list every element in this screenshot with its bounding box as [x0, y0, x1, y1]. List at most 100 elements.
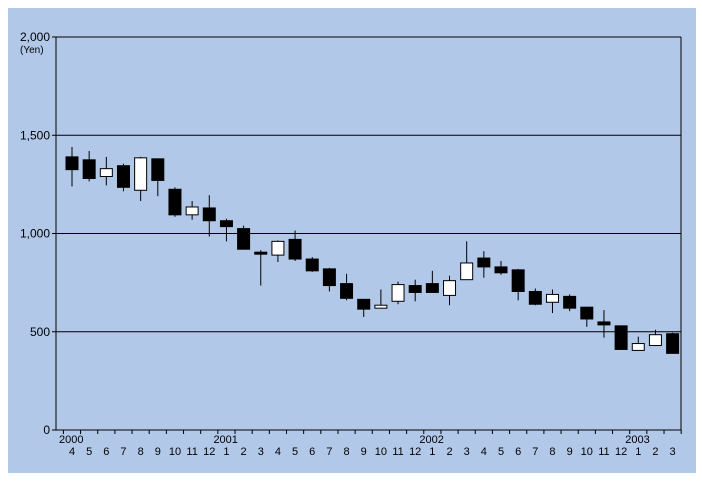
candle [545, 289, 559, 314]
x-tick-label: 12 [615, 446, 627, 458]
x-tick-label: 4 [69, 446, 75, 458]
candle [614, 325, 628, 350]
x-axis: 4 5 6 7 8 9 10 11 12 1 2 3 4 5 6 7 8 9 10 11 12 1 2 3 4 5 6 7 8 9 10 11… [56, 429, 682, 458]
candle [168, 187, 182, 217]
candle-body [237, 228, 251, 250]
x-tick-label: 12 [203, 446, 215, 458]
y-tick-label: 500 [30, 325, 50, 339]
candle [648, 329, 662, 347]
candle-body [202, 207, 216, 222]
candle-body [408, 285, 422, 293]
candle-body [65, 156, 79, 171]
year-label: 2002 [419, 434, 443, 446]
candle [460, 241, 474, 281]
x-tick-label: 2 [241, 446, 247, 458]
x-tick-label: 7 [532, 446, 538, 458]
candle [237, 225, 251, 250]
x-tick-label: 5 [86, 446, 92, 458]
candle-body [425, 283, 439, 293]
x-tick-label: 10 [375, 446, 387, 458]
candle [631, 336, 645, 351]
x-tick-label: 1 [635, 446, 641, 458]
x-tick-label: 6 [515, 446, 521, 458]
candle-body [357, 298, 371, 310]
x-tick-label: 7 [120, 446, 126, 458]
x-tick-label: 3 [464, 446, 470, 458]
x-tick-label: 8 [549, 446, 555, 458]
candle [340, 273, 354, 301]
candle [494, 261, 508, 275]
x-tick-label: 11 [186, 446, 197, 458]
x-tick-label: 9 [567, 446, 573, 458]
candle-body [648, 334, 662, 347]
candle [219, 218, 233, 242]
candle-body [563, 295, 577, 309]
candle [65, 147, 79, 187]
x-tick-label: 1 [223, 446, 229, 458]
x-tick-label: 2 [652, 446, 658, 458]
candle-body [271, 240, 285, 256]
candle [597, 310, 611, 338]
year-label: 2001 [213, 434, 237, 446]
candle-body [528, 290, 542, 305]
candle-body [340, 283, 354, 299]
x-tick-label: 3 [670, 446, 676, 458]
candle [254, 250, 268, 286]
year-label: 2000 [59, 434, 83, 446]
candle [511, 268, 525, 301]
candle-body [322, 268, 336, 287]
candle-body [511, 269, 525, 292]
candle-body [631, 343, 645, 351]
x-tick-label: 8 [343, 446, 349, 458]
candle [134, 156, 148, 202]
candle [288, 230, 302, 262]
candle [116, 163, 130, 192]
candle-body [494, 266, 508, 274]
candles [65, 147, 680, 354]
gridlines [56, 36, 681, 333]
y-tick-label: 1,000 [20, 227, 50, 241]
candle-body [116, 165, 130, 188]
x-tick-label: 9 [361, 446, 367, 458]
x-tick-label: 11 [392, 446, 403, 458]
y-tick-label: 0 [43, 423, 50, 437]
x-tick-label: 8 [138, 446, 144, 458]
x-tick-label: 3 [258, 446, 264, 458]
candle-body [666, 333, 680, 354]
candle-body [614, 325, 628, 350]
x-tick-label: 12 [409, 446, 421, 458]
x-tick-label: 4 [481, 446, 487, 458]
candle [425, 270, 439, 293]
year-label: 2003 [625, 434, 649, 446]
candle [374, 289, 388, 309]
candle [528, 288, 542, 306]
candle [563, 294, 577, 312]
candle [666, 332, 680, 354]
candle-body [168, 188, 182, 216]
candle-body [391, 284, 405, 302]
candle [82, 150, 96, 182]
candle-body [185, 206, 199, 216]
candle [477, 251, 491, 278]
candle-body [597, 321, 611, 326]
candle-body [460, 262, 474, 281]
candle [305, 257, 319, 272]
x-tick-label: 7 [326, 446, 332, 458]
candle-body [305, 258, 319, 272]
chart-background [8, 8, 696, 473]
x-tick-label: 4 [275, 446, 281, 458]
candle-body [254, 251, 268, 255]
candle-body [288, 238, 302, 260]
candle [357, 298, 371, 318]
y-axis-label: (Yen) [20, 45, 44, 56]
candle-body [82, 159, 96, 179]
candle-body [99, 168, 113, 178]
x-tick-label: 10 [169, 446, 181, 458]
x-tick-label: 6 [103, 446, 109, 458]
candle [151, 158, 165, 197]
y-axis: 0 500 1,000 1,500 2,000 [20, 30, 682, 437]
x-tick-label: 11 [598, 446, 609, 458]
candle-body [477, 257, 491, 268]
candle [271, 240, 285, 262]
x-tick-label: 2 [446, 446, 452, 458]
